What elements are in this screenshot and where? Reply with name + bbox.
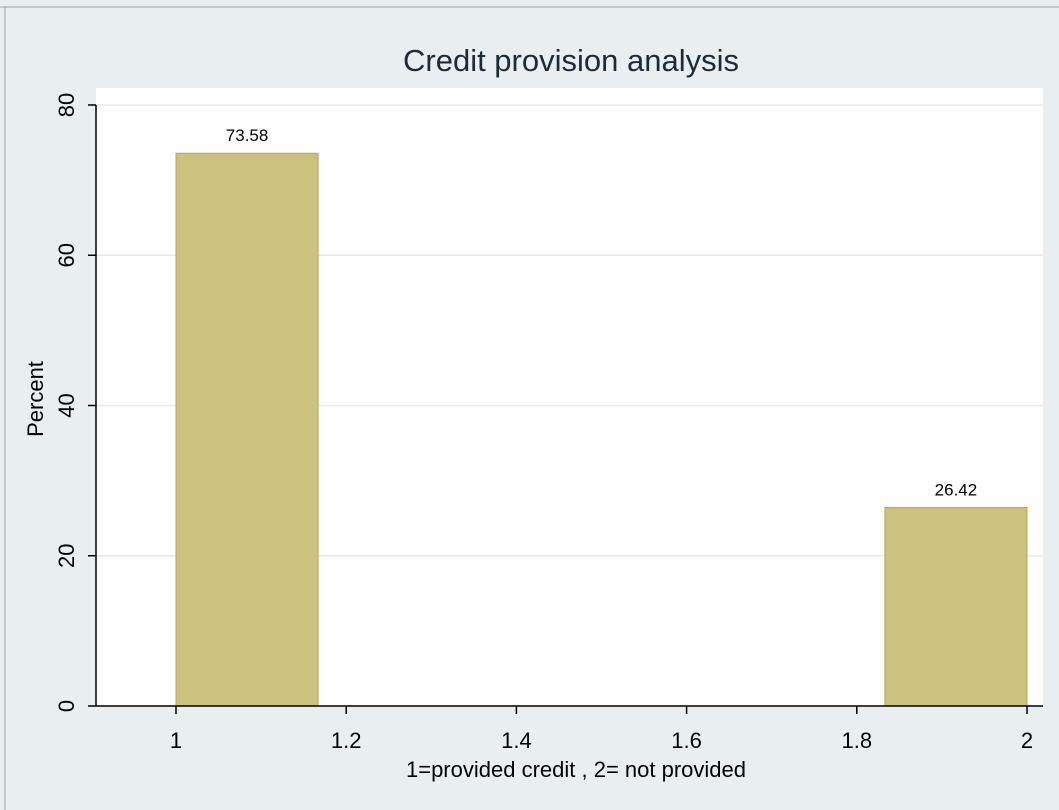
bar [884, 507, 1028, 707]
y-tick-label: 20 [54, 544, 79, 568]
x-tick-label: 1.6 [671, 728, 702, 753]
bars: 73.58 26.42 [175, 126, 1028, 707]
x-tick-label: 1.4 [501, 728, 532, 753]
x-tick-label: 1.8 [842, 728, 873, 753]
y-tick-label: 60 [54, 243, 79, 267]
chart-title: Credit provision analysis [403, 43, 739, 78]
y-tick-label: 40 [54, 393, 79, 417]
y-axis-title: Percent [23, 361, 48, 437]
y-tick-label: 0 [54, 700, 79, 712]
axes: 0 20 40 60 80 1 1.2 1.4 1.6 1.8 2 [54, 93, 1043, 753]
bar [175, 152, 319, 707]
x-tick-label: 1 [170, 728, 182, 753]
bar-value-label: 26.42 [935, 481, 978, 500]
y-tick-label: 80 [54, 93, 79, 117]
x-tick-label: 1.2 [331, 728, 362, 753]
x-axis-title: 1=provided credit , 2= not provided [406, 757, 746, 782]
x-tick-label: 2 [1021, 728, 1033, 753]
bar-value-label: 73.58 [226, 126, 269, 145]
